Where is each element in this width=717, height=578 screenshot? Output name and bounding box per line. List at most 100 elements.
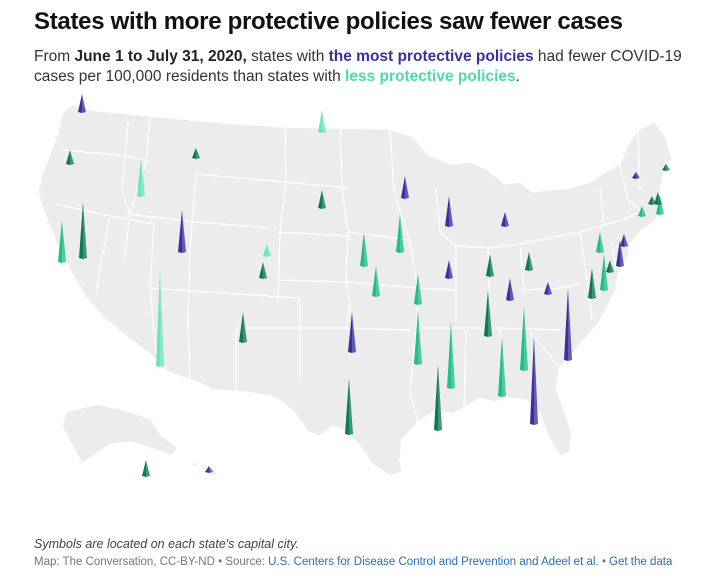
us-map-svg <box>37 94 673 477</box>
spike-facet-left <box>192 148 196 159</box>
spike-nc <box>564 288 572 361</box>
spike-sd <box>318 190 326 209</box>
spike-pa <box>596 232 604 253</box>
spike-oh <box>525 252 533 271</box>
spike-facet-right <box>182 210 186 253</box>
spike-ia <box>396 214 404 253</box>
spike-facet-right <box>620 240 624 267</box>
spike-facet-left <box>445 260 449 279</box>
spike-nj <box>606 260 614 273</box>
spike-facet-left <box>142 460 146 477</box>
spike-ri <box>654 192 662 205</box>
spike-facet-left <box>205 466 209 473</box>
subtitle-text-1: From <box>34 48 75 65</box>
spike-facet-left <box>434 364 438 431</box>
spike-al <box>498 336 506 397</box>
spike-facet-left <box>654 192 658 205</box>
spike-wi <box>445 196 453 227</box>
spike-facet-left <box>318 190 322 209</box>
spike-ne <box>360 232 368 267</box>
spike-nv <box>58 220 66 263</box>
spike-ms <box>447 322 455 389</box>
spike-facet-right <box>196 148 200 159</box>
source-link[interactable]: U.S. Centers for Disease Control and Pre… <box>268 556 599 568</box>
spike-facet-right <box>610 260 614 273</box>
spike-facet-right <box>449 260 453 279</box>
spike-facet-right <box>322 190 326 209</box>
spike-ca <box>79 202 87 259</box>
spike-mn <box>401 176 409 199</box>
spike-mo <box>414 274 422 305</box>
spike-facet-left <box>79 202 83 259</box>
spike-facet-right <box>322 110 326 133</box>
spike-facet-right <box>146 460 150 477</box>
spike-de <box>616 240 624 267</box>
spike-ny <box>620 234 628 247</box>
spike-facet-right <box>400 214 404 253</box>
spike-facet-right <box>141 158 145 197</box>
spike-facet-right <box>267 244 271 257</box>
spike-facet-left <box>484 290 488 337</box>
spike-ky <box>506 278 514 301</box>
spike-facet-right <box>418 310 422 365</box>
spike-facet-right <box>82 94 86 113</box>
spike-facet-left <box>498 336 502 397</box>
spike-facet-left <box>600 254 604 291</box>
spike-sc <box>520 306 528 371</box>
spike-ak <box>142 460 150 477</box>
spike-facet-left <box>447 322 451 389</box>
spike-facet-left <box>414 310 418 365</box>
spike-facet-right <box>568 288 572 361</box>
most-protective-label: the most protective policies <box>328 48 534 65</box>
hawaii-shape <box>191 461 219 477</box>
spike-md <box>588 268 596 299</box>
spike-facet-right <box>243 312 247 343</box>
spike-facet-left <box>372 266 376 297</box>
land-layer <box>37 103 673 477</box>
less-protective-label: less protective policies <box>345 68 516 85</box>
spike-facet-left <box>66 150 70 165</box>
spike-facet-left <box>588 268 592 299</box>
spike-facet-left <box>638 206 642 217</box>
footer-separator: • <box>598 556 610 568</box>
spike-nd <box>318 110 326 133</box>
spike-facet-left <box>648 196 652 205</box>
spike-facet-left <box>620 234 624 247</box>
page-title: States with more protective policies saw… <box>34 8 623 35</box>
spike-facet-left <box>137 158 141 197</box>
spike-facet-left <box>78 94 82 113</box>
spike-facet-right <box>418 274 422 305</box>
footnote: Symbols are located on each state's capi… <box>34 537 299 551</box>
spike-facet-left <box>544 282 548 295</box>
spike-facet-right <box>160 270 164 367</box>
spike-facet-left <box>348 312 352 353</box>
subtitle-text-2: states with <box>246 48 329 65</box>
get-the-data-link[interactable]: Get the data <box>609 556 673 568</box>
spike-facet-left <box>486 254 490 277</box>
spike-la <box>434 364 442 431</box>
spike-layer <box>58 94 670 477</box>
spike-facet-left <box>396 214 400 253</box>
spike-ks <box>372 266 380 297</box>
spike-ga <box>530 336 538 425</box>
spike-facet-right <box>83 202 87 259</box>
spike-facet-left <box>58 220 62 263</box>
spike-facet-right <box>600 232 604 253</box>
spike-facet-right <box>352 312 356 353</box>
spike-nm <box>239 312 247 343</box>
spike-wv <box>544 282 552 295</box>
state-borders <box>55 115 641 423</box>
spike-facet-right <box>548 282 552 295</box>
spike-mi <box>501 212 509 227</box>
spike-in <box>486 254 494 277</box>
spike-facet-right <box>666 164 670 171</box>
spike-facet-right <box>604 254 608 291</box>
spike-hi <box>205 466 213 473</box>
spike-facet-right <box>658 192 662 205</box>
spike-facet-right <box>62 220 66 263</box>
spike-facet-right <box>592 268 596 299</box>
spike-facet-right <box>624 234 628 247</box>
us-map <box>0 92 717 532</box>
spike-facet-right <box>451 322 455 389</box>
spike-facet-left <box>178 210 182 253</box>
